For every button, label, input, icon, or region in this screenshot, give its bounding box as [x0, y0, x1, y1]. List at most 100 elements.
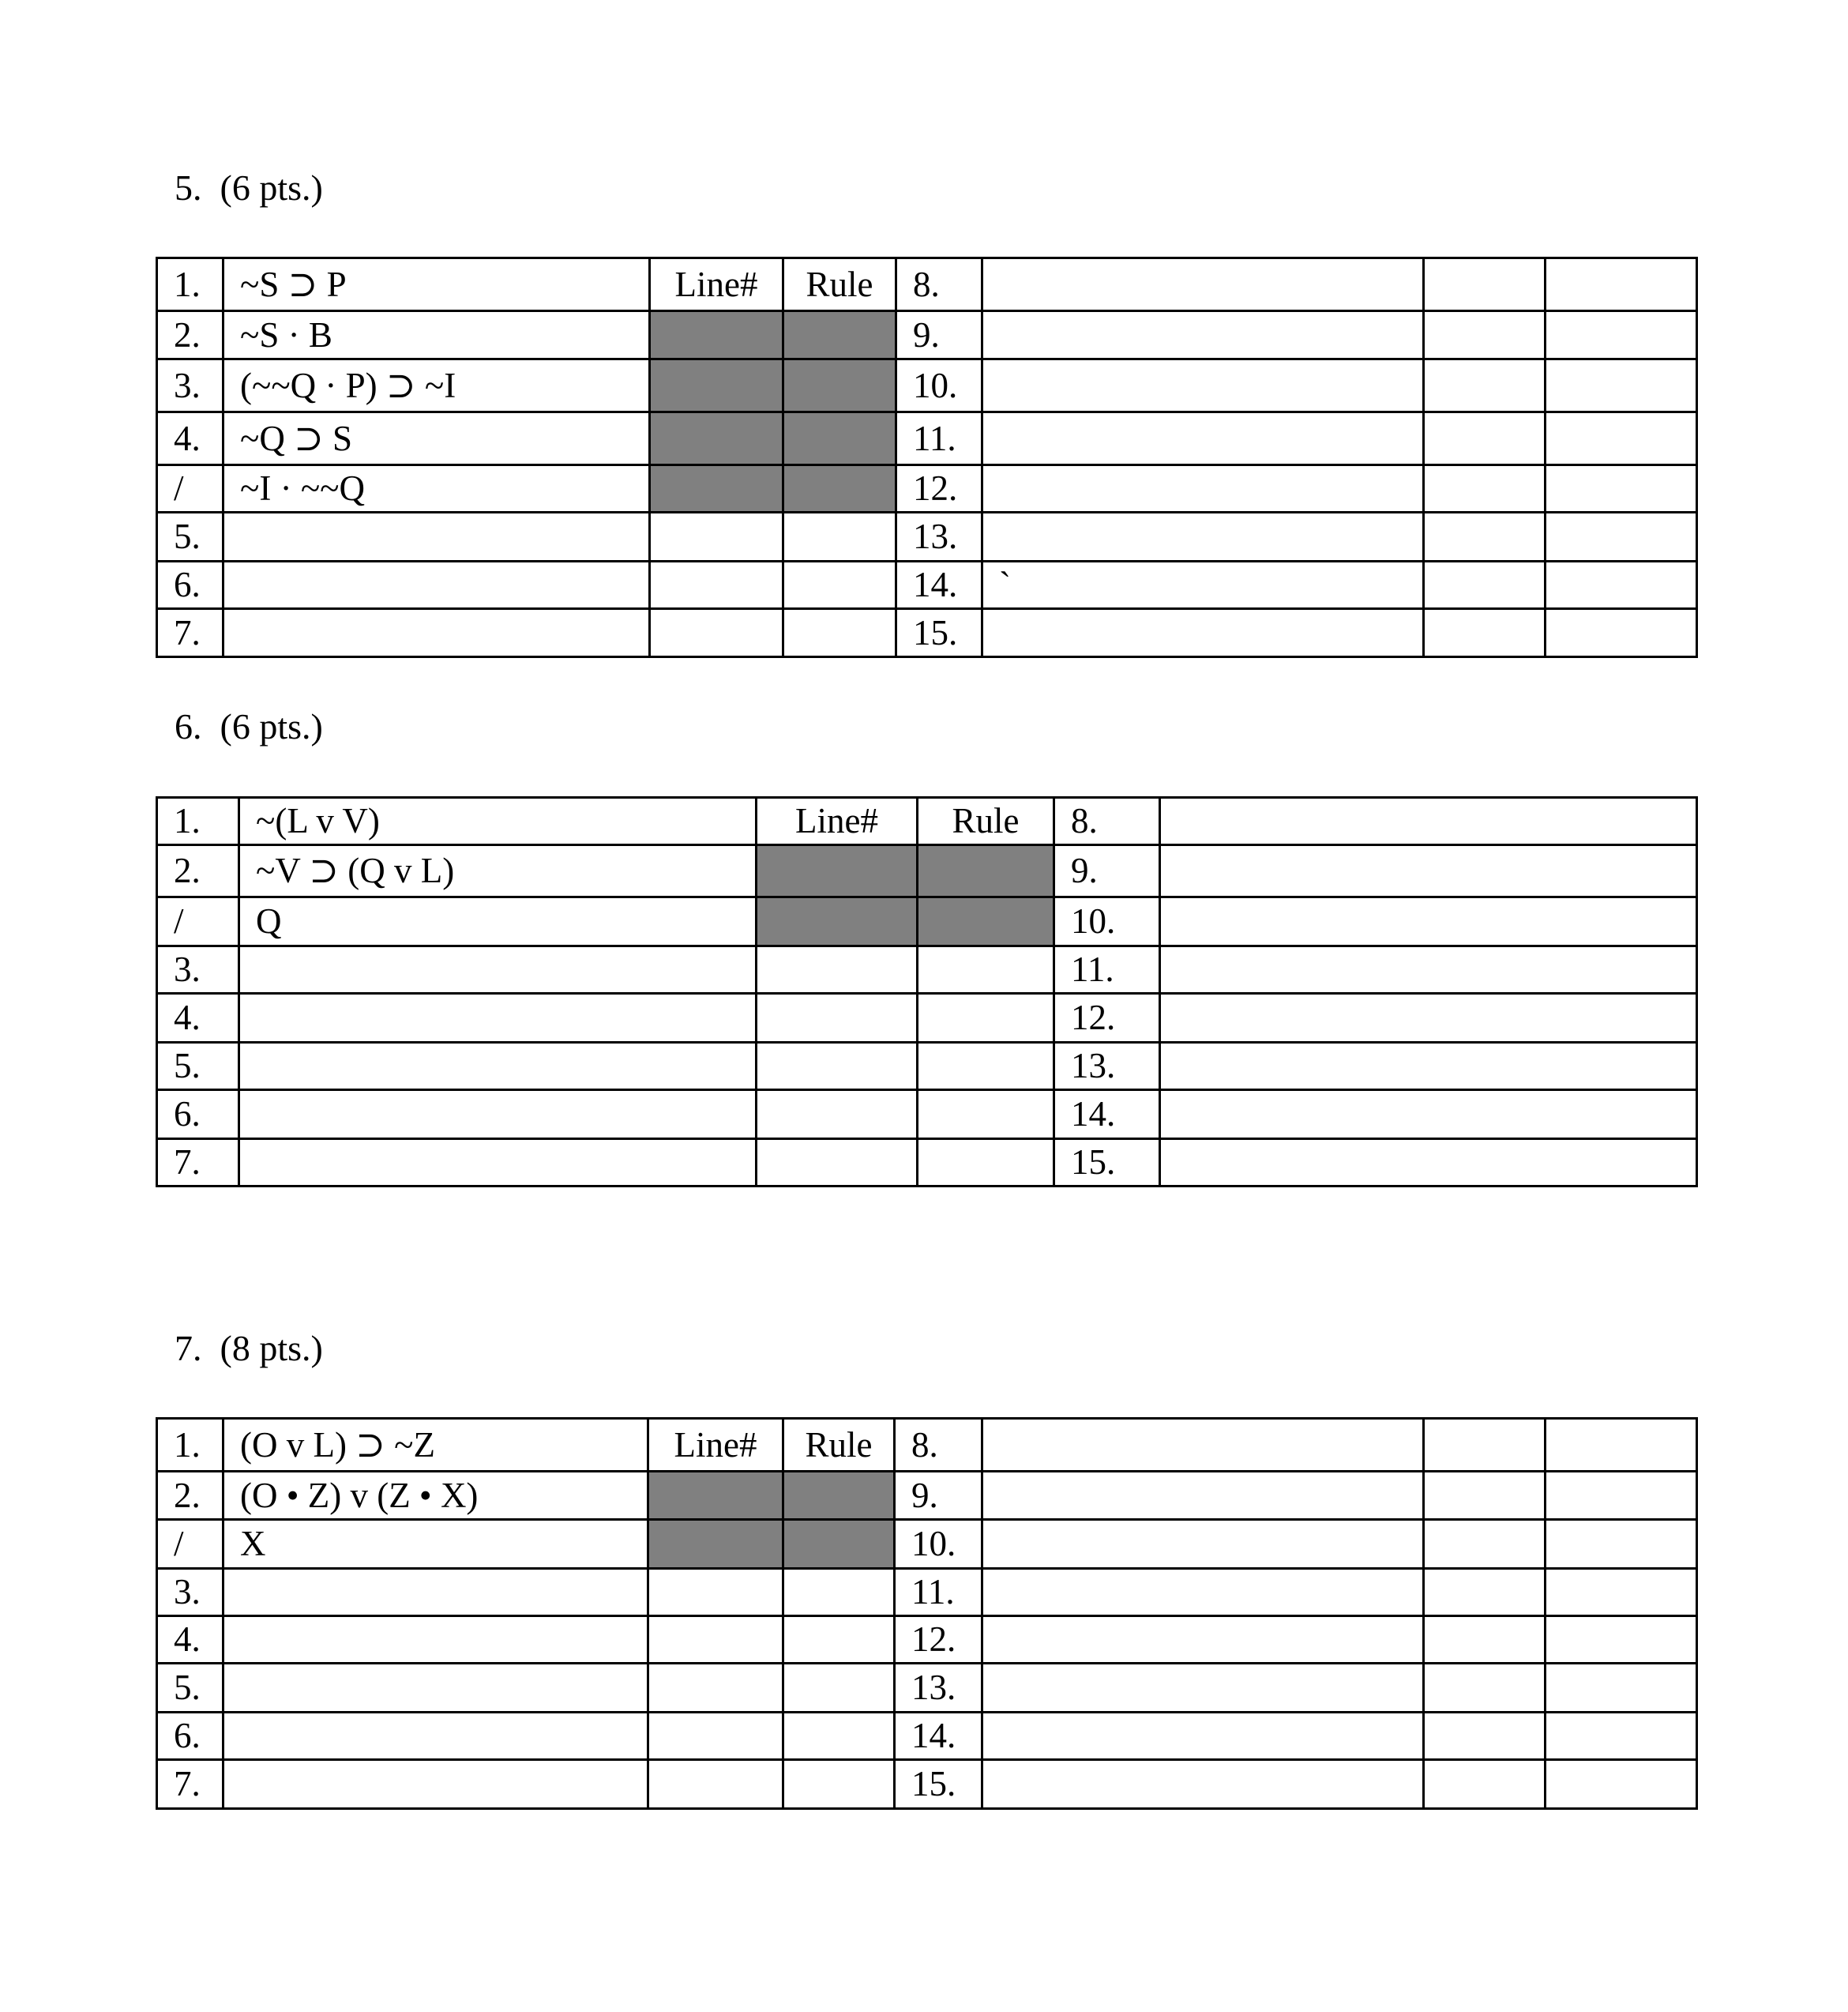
- formula-cell[interactable]: [1159, 1041, 1698, 1091]
- formula-cell[interactable]: [222, 607, 651, 658]
- rule-cell[interactable]: [916, 1089, 1055, 1140]
- rule-cell[interactable]: [782, 1615, 896, 1664]
- line-ref-cell[interactable]: [648, 511, 784, 562]
- formula-cell[interactable]: [981, 1711, 1425, 1761]
- line-ref-cell[interactable]: [755, 945, 918, 995]
- line-ref-cell[interactable]: [647, 1662, 784, 1713]
- line-ref-cell[interactable]: [1422, 358, 1546, 413]
- formula-cell[interactable]: ~(L v V): [238, 796, 757, 846]
- line-ref-cell[interactable]: [1422, 310, 1546, 360]
- formula-cell[interactable]: [981, 1567, 1425, 1617]
- rule-cell[interactable]: [1544, 1417, 1698, 1472]
- rule-cell[interactable]: [782, 1758, 896, 1810]
- formula-cell[interactable]: (O • Z) v (Z • X): [222, 1470, 649, 1521]
- rule-cell[interactable]: [1544, 1518, 1698, 1570]
- formula-cell[interactable]: [222, 1567, 649, 1617]
- line-ref-cell[interactable]: [1422, 1758, 1546, 1810]
- formula-cell[interactable]: [981, 310, 1425, 360]
- formula-cell[interactable]: [238, 945, 757, 995]
- rule-cell[interactable]: [782, 1567, 896, 1617]
- formula-cell[interactable]: [981, 411, 1425, 466]
- formula-cell[interactable]: [238, 992, 757, 1044]
- formula-cell[interactable]: [1159, 796, 1698, 846]
- formula-cell[interactable]: ~S · B: [222, 310, 651, 360]
- line-ref-cell[interactable]: [1422, 1662, 1546, 1713]
- formula-cell[interactable]: [222, 1758, 649, 1810]
- line-ref-cell[interactable]: [1422, 1567, 1546, 1617]
- formula-cell[interactable]: [238, 1138, 757, 1187]
- formula-cell[interactable]: [222, 560, 651, 610]
- rule-cell[interactable]: [1544, 257, 1698, 312]
- rule-cell[interactable]: [1544, 1615, 1698, 1664]
- formula-cell[interactable]: ~Q ⊃ S: [222, 411, 651, 466]
- rule-cell[interactable]: [1544, 1470, 1698, 1521]
- formula-cell[interactable]: [1159, 992, 1698, 1044]
- formula-cell[interactable]: ~S ⊃ P: [222, 257, 651, 312]
- rule-cell[interactable]: [1544, 607, 1698, 658]
- formula-cell[interactable]: [222, 1711, 649, 1761]
- line-ref-cell[interactable]: [755, 1138, 918, 1187]
- formula-cell[interactable]: [981, 1615, 1425, 1664]
- formula-cell[interactable]: [981, 257, 1425, 312]
- line-ref-cell[interactable]: [1422, 411, 1546, 466]
- line-ref-cell[interactable]: [1422, 1615, 1546, 1664]
- formula-cell[interactable]: [981, 1518, 1425, 1570]
- formula-cell[interactable]: [222, 1615, 649, 1664]
- line-ref-cell[interactable]: [648, 560, 784, 610]
- formula-cell[interactable]: [981, 464, 1425, 513]
- formula-cell[interactable]: ~I · ~~Q: [222, 464, 651, 513]
- line-ref-cell[interactable]: [647, 1615, 784, 1664]
- rule-cell[interactable]: [1544, 310, 1698, 360]
- rule-cell[interactable]: [782, 560, 897, 610]
- formula-cell[interactable]: [1159, 1089, 1698, 1140]
- formula-cell[interactable]: (O v L) ⊃ ~Z: [222, 1417, 649, 1472]
- line-ref-cell[interactable]: [1422, 1711, 1546, 1761]
- formula-cell[interactable]: [1159, 945, 1698, 995]
- line-ref-cell[interactable]: [1422, 511, 1546, 562]
- line-ref-cell[interactable]: [647, 1758, 784, 1810]
- line-ref-cell[interactable]: [755, 1089, 918, 1140]
- formula-cell[interactable]: ~V ⊃ (Q v L): [238, 844, 757, 898]
- formula-cell[interactable]: [981, 1470, 1425, 1521]
- formula-cell[interactable]: (~~Q · P) ⊃ ~I: [222, 358, 651, 413]
- formula-cell[interactable]: [222, 511, 651, 562]
- formula-cell[interactable]: Q: [238, 896, 757, 947]
- rule-cell[interactable]: [1544, 464, 1698, 513]
- line-ref-cell[interactable]: [1422, 1470, 1546, 1521]
- formula-cell[interactable]: [981, 1758, 1425, 1810]
- formula-cell[interactable]: [222, 1662, 649, 1713]
- rule-cell[interactable]: [1544, 1711, 1698, 1761]
- formula-cell[interactable]: [981, 1662, 1425, 1713]
- formula-cell[interactable]: [1159, 1138, 1698, 1187]
- rule-cell[interactable]: [1544, 411, 1698, 466]
- rule-cell[interactable]: [782, 1711, 896, 1761]
- rule-cell[interactable]: [1544, 1662, 1698, 1713]
- line-ref-cell[interactable]: [648, 607, 784, 658]
- line-ref-cell[interactable]: [1422, 560, 1546, 610]
- line-ref-cell[interactable]: [1422, 464, 1546, 513]
- rule-cell[interactable]: [1544, 1758, 1698, 1810]
- rule-cell[interactable]: [1544, 358, 1698, 413]
- rule-cell[interactable]: [1544, 560, 1698, 610]
- formula-cell[interactable]: [238, 1089, 757, 1140]
- line-ref-cell[interactable]: [1422, 607, 1546, 658]
- rule-cell[interactable]: [916, 1138, 1055, 1187]
- rule-cell[interactable]: [782, 607, 897, 658]
- rule-cell[interactable]: [782, 511, 897, 562]
- formula-cell[interactable]: [1159, 844, 1698, 898]
- rule-cell[interactable]: [782, 1662, 896, 1713]
- rule-cell[interactable]: [916, 945, 1055, 995]
- line-ref-cell[interactable]: [1422, 257, 1546, 312]
- formula-cell[interactable]: `: [981, 560, 1425, 610]
- line-ref-cell[interactable]: [755, 992, 918, 1044]
- rule-cell[interactable]: [1544, 1567, 1698, 1617]
- line-ref-cell[interactable]: [755, 1041, 918, 1091]
- formula-cell[interactable]: [981, 1417, 1425, 1472]
- rule-cell[interactable]: [916, 1041, 1055, 1091]
- line-ref-cell[interactable]: [1422, 1518, 1546, 1570]
- rule-cell[interactable]: [916, 992, 1055, 1044]
- formula-cell[interactable]: [981, 358, 1425, 413]
- formula-cell[interactable]: X: [222, 1518, 649, 1570]
- formula-cell[interactable]: [238, 1041, 757, 1091]
- line-ref-cell[interactable]: [647, 1567, 784, 1617]
